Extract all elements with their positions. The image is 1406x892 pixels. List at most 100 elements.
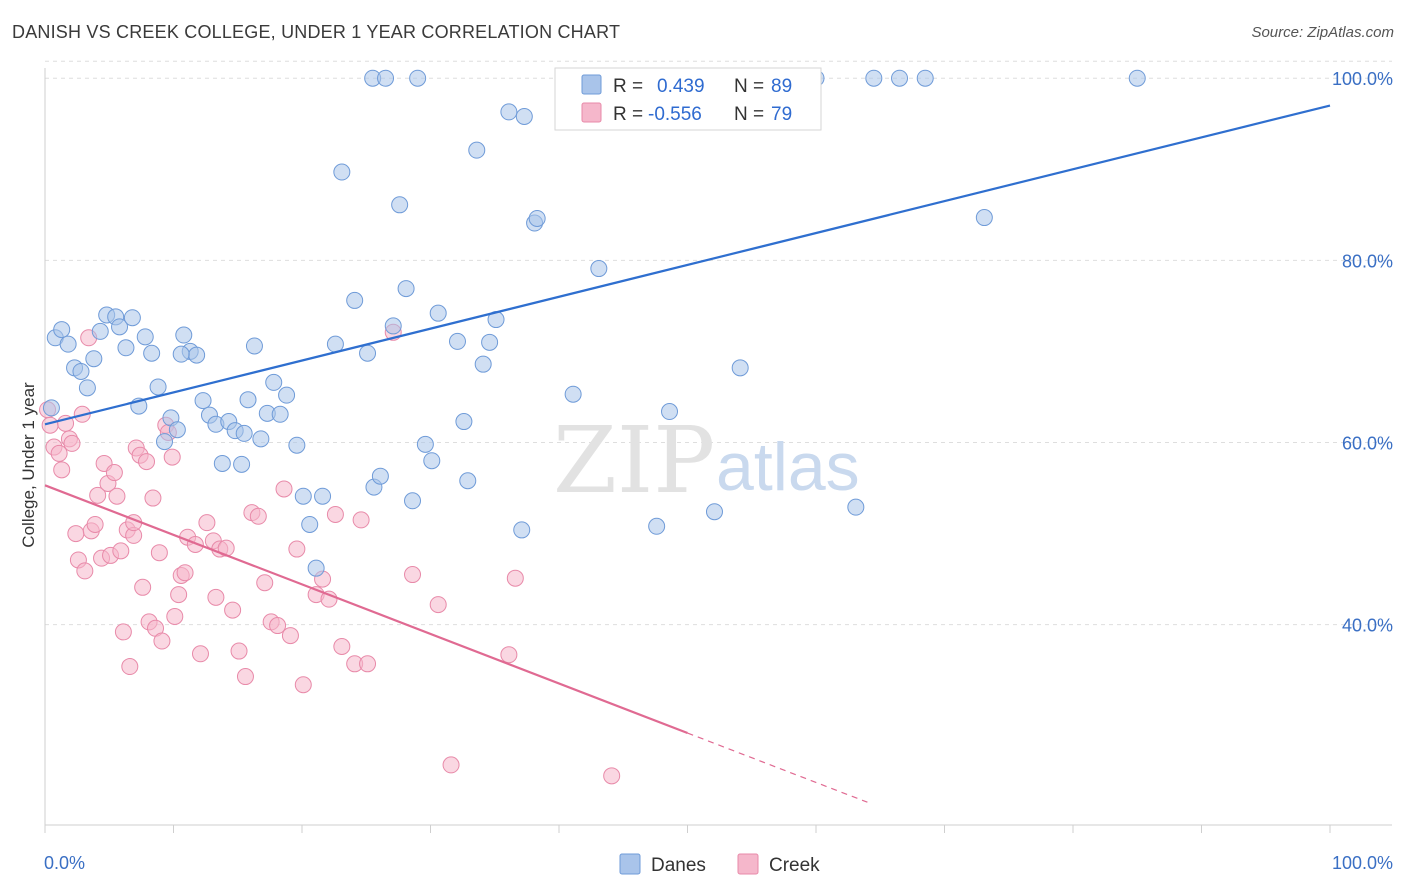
creek-point <box>294 676 312 694</box>
creek-point <box>121 658 139 676</box>
creek-point <box>86 515 104 533</box>
creek-point <box>275 480 293 498</box>
danes-point <box>168 421 186 439</box>
creek-point <box>442 756 460 774</box>
creek-trend-line <box>44 484 688 735</box>
creek-point <box>256 574 274 592</box>
creek-point <box>112 542 130 560</box>
danes-point <box>474 355 492 373</box>
creek-point <box>198 514 216 532</box>
danes-point <box>265 373 283 391</box>
creek-point <box>207 588 225 606</box>
creek-point <box>67 525 85 543</box>
watermark: ZIP atlas <box>553 407 860 514</box>
danes-point <box>448 332 466 350</box>
danes-point <box>194 392 212 410</box>
creek-trend-extension <box>687 732 868 803</box>
danes-point <box>916 69 934 87</box>
danes-point <box>117 339 135 357</box>
danes-point <box>409 69 427 87</box>
creek-point <box>506 569 524 587</box>
creek-point <box>230 642 248 660</box>
danes-point <box>156 433 174 451</box>
stats-legend: R = 0.439 N = 89 R = -0.556 N = 79 <box>554 67 822 131</box>
legend-danes-swatch <box>619 853 641 875</box>
danes-point <box>288 436 306 454</box>
creek-point <box>404 566 422 584</box>
danes-point <box>172 345 190 363</box>
danes-point <box>278 386 296 404</box>
chart-source: Source: ZipAtlas.com <box>1251 24 1394 41</box>
creek-point <box>170 586 188 604</box>
y-axis-label: College, Under 1 year <box>19 382 38 548</box>
series-legend: Danes Creek <box>619 853 820 876</box>
danes-point <box>123 309 141 327</box>
danes-point <box>213 454 231 472</box>
creek-point <box>163 448 181 466</box>
danes-point <box>416 435 434 453</box>
stats-legend-creek-n-label: N = <box>734 104 764 125</box>
x-tick-label: 100.0% <box>1332 853 1393 873</box>
danes-point <box>294 487 312 505</box>
danes-point <box>590 260 608 278</box>
creek-point <box>224 601 242 619</box>
danes-point <box>1128 69 1146 87</box>
danes-point <box>136 328 154 346</box>
creek-point <box>429 596 447 614</box>
danes-trend-line <box>44 104 1331 426</box>
creek-point <box>500 646 518 664</box>
danes-point <box>301 515 319 533</box>
danes-point <box>528 209 546 227</box>
y-tick-label: 100.0% <box>1332 69 1393 89</box>
danes-point <box>371 467 389 485</box>
danes-point <box>175 326 193 344</box>
danes-point <box>91 322 109 340</box>
stats-legend-danes-swatch <box>581 74 602 95</box>
stats-legend-danes-n-value: 89 <box>771 76 792 97</box>
legend-creek-label: Creek <box>769 855 820 876</box>
creek-point <box>320 590 338 608</box>
danes-point <box>245 337 263 355</box>
danes-point <box>314 487 332 505</box>
danes-point <box>42 399 60 417</box>
danes-point <box>891 69 909 87</box>
creek-point <box>176 564 194 582</box>
danes-point <box>661 403 679 421</box>
creek-point <box>114 623 132 641</box>
danes-point <box>384 317 402 335</box>
legend-creek-swatch <box>737 853 759 875</box>
creek-point <box>269 617 287 635</box>
stats-legend-creek-r-value: -0.556 <box>648 104 702 125</box>
danes-point <box>78 379 96 397</box>
creek-point <box>50 444 68 462</box>
danes-point <box>53 321 71 339</box>
creek-point <box>249 507 267 525</box>
stats-legend-danes-r-label: R = <box>613 76 643 97</box>
danes-point <box>429 304 447 322</box>
danes-point <box>865 69 883 87</box>
creek-points <box>39 323 621 785</box>
creek-point <box>186 536 204 553</box>
danes-point <box>271 405 289 423</box>
stats-legend-danes-r-value: 0.439 <box>657 76 705 97</box>
danes-point <box>564 385 582 403</box>
danes-point <box>307 559 325 577</box>
danes-point <box>423 452 441 470</box>
creek-point <box>359 655 377 673</box>
watermark-zip: ZIP <box>553 407 715 514</box>
y-tick-label: 40.0% <box>1342 616 1393 636</box>
y-tick-labels: 40.0% 60.0% 80.0% 100.0% <box>1332 69 1393 635</box>
stats-legend-danes-n-label: N = <box>734 76 764 97</box>
creek-point <box>166 607 184 625</box>
danes-points <box>42 69 1146 577</box>
creek-point <box>352 511 370 529</box>
danes-point <box>468 141 486 159</box>
danes-point <box>397 280 415 298</box>
danes-point <box>233 455 251 473</box>
danes-point <box>346 291 364 309</box>
danes-point <box>515 107 533 125</box>
danes-point <box>481 333 499 351</box>
danes-point <box>731 359 749 377</box>
creek-point <box>89 486 107 504</box>
